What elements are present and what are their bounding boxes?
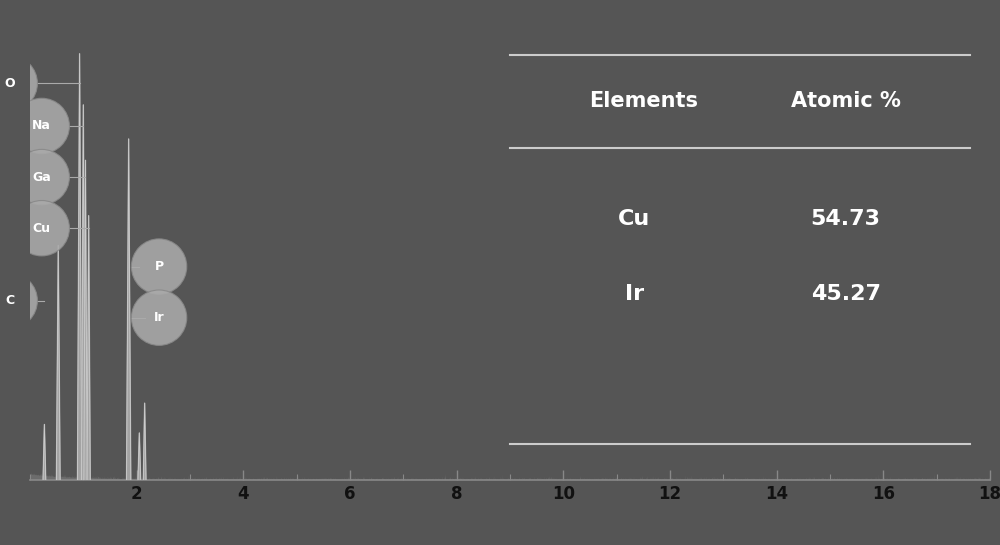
Ellipse shape [14,149,69,205]
Polygon shape [77,53,82,480]
Ellipse shape [0,273,37,328]
Text: Ir: Ir [154,311,164,324]
Text: O: O [4,77,15,90]
Ellipse shape [131,239,187,294]
Polygon shape [138,433,141,480]
Polygon shape [87,215,90,480]
Text: Cu: Cu [33,222,51,235]
Polygon shape [84,160,87,480]
Polygon shape [143,403,146,480]
Text: 54.73: 54.73 [811,209,881,229]
Text: Na: Na [32,119,51,132]
Text: P: P [155,260,164,273]
Ellipse shape [0,56,37,111]
Polygon shape [56,245,60,480]
Polygon shape [81,105,85,480]
Text: C: C [5,294,14,307]
Text: Cu: Cu [618,209,651,229]
Text: 45.27: 45.27 [811,283,881,304]
Ellipse shape [131,290,187,346]
Polygon shape [127,139,131,480]
Text: Ga: Ga [32,171,51,184]
Text: Ir: Ir [625,283,644,304]
Ellipse shape [14,98,69,154]
Text: Elements: Elements [590,92,698,112]
Text: Atomic %: Atomic % [791,92,901,112]
Polygon shape [43,424,46,480]
Ellipse shape [14,201,69,256]
